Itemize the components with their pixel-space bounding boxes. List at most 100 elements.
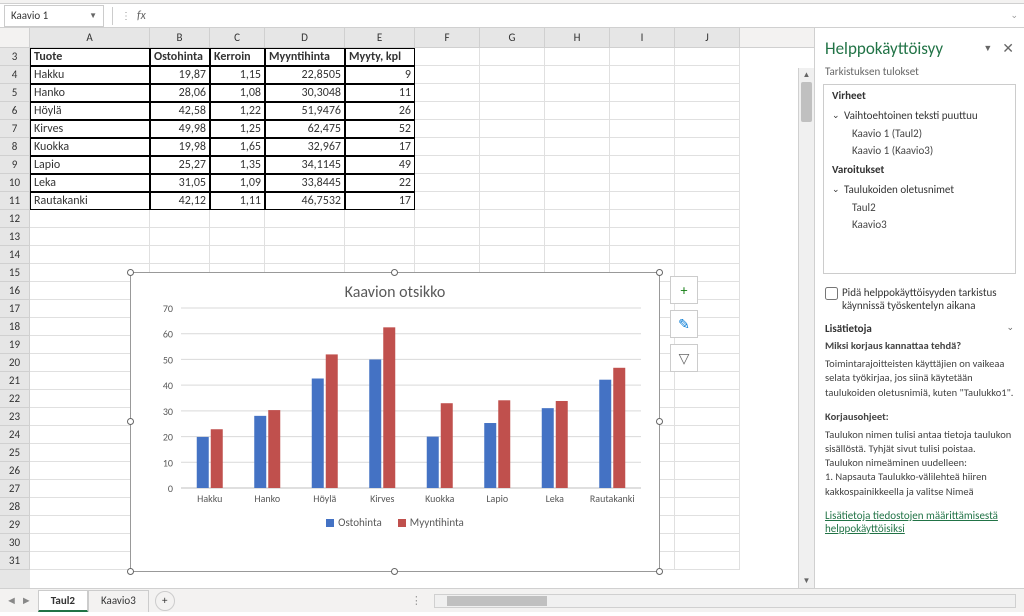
cell[interactable] [210,210,265,228]
tab-split[interactable]: ⋮ [411,594,422,607]
more-info-link[interactable]: Lisätietoja tiedostojen määrittämisestä … [815,501,1024,543]
chart-styles[interactable]: ✎ [670,310,698,338]
cell[interactable] [265,246,345,264]
cell[interactable] [345,210,415,228]
cell[interactable]: 1,65 [210,138,265,156]
cell[interactable] [610,84,675,102]
row-header[interactable]: 8 [0,138,30,156]
cell[interactable] [675,66,740,84]
cell[interactable] [675,246,740,264]
cell[interactable] [675,192,740,210]
cell[interactable]: 25,27 [150,156,210,174]
cell[interactable] [545,138,610,156]
cell[interactable] [415,174,480,192]
cell[interactable] [480,48,545,66]
row-header[interactable]: 27 [0,480,30,498]
row-header[interactable]: 17 [0,300,30,318]
row-header[interactable]: 11 [0,192,30,210]
resize-handle[interactable] [391,568,398,575]
cell[interactable] [415,102,480,120]
cell[interactable] [480,210,545,228]
cell[interactable]: 42,58 [150,102,210,120]
scroll-up-icon[interactable]: ▲ [799,68,814,82]
cell[interactable] [545,48,610,66]
result-item[interactable]: ⌄Vaihtoehtoinen teksti puuttuu [824,106,1015,125]
hscroll-thumb[interactable] [447,596,547,606]
cell[interactable]: 52 [345,120,415,138]
cell[interactable] [610,102,675,120]
cell[interactable]: 49,98 [150,120,210,138]
results-list[interactable]: Virheet⌄Vaihtoehtoinen teksti puuttuuKaa… [823,84,1016,274]
cell[interactable] [610,66,675,84]
row-header[interactable]: 23 [0,408,30,426]
vertical-scrollbar[interactable]: ▲ ▼ [798,68,814,588]
cell[interactable]: Tuote [30,48,150,66]
cell[interactable] [675,84,740,102]
cell[interactable] [545,192,610,210]
cell[interactable]: Lapio [30,156,150,174]
row-header[interactable]: 16 [0,282,30,300]
cell[interactable] [610,120,675,138]
row-header[interactable]: 3 [0,48,30,66]
cell[interactable]: 1,35 [210,156,265,174]
result-sub-item[interactable]: Kaavio 1 (Taul2) [824,125,1015,142]
chart-object[interactable]: Kaavion otsikko 010203040506070HakkuHank… [130,272,660,572]
cell[interactable]: 22,8505 [265,66,345,84]
cell[interactable] [480,84,545,102]
cell[interactable] [415,48,480,66]
cell[interactable] [545,156,610,174]
cell[interactable] [150,246,210,264]
cell[interactable] [610,138,675,156]
chart-plot-area[interactable]: 010203040506070HakkuHankoHöyläKirvesKuok… [181,308,639,508]
chart-add-element[interactable]: + [670,276,698,304]
cell[interactable] [675,444,740,462]
sheet-tab[interactable]: Taul2 [38,590,88,612]
cell[interactable] [30,228,150,246]
row-header[interactable]: 22 [0,390,30,408]
cell[interactable] [480,120,545,138]
cell[interactable] [415,138,480,156]
cell[interactable] [610,192,675,210]
cell[interactable] [675,498,740,516]
cell[interactable]: Hakku [30,66,150,84]
cell[interactable] [150,210,210,228]
resize-handle[interactable] [127,269,134,276]
cell[interactable]: 1,15 [210,66,265,84]
panel-menu-icon[interactable]: ▼ [983,43,992,54]
col-header[interactable]: E [345,28,415,47]
cell[interactable] [675,210,740,228]
cell[interactable] [210,228,265,246]
cell[interactable] [480,102,545,120]
cell[interactable] [415,120,480,138]
result-sub-item[interactable]: Kaavio 1 (Kaavio3) [824,142,1015,159]
keep-running-checkbox[interactable]: Pidä helppokäyttöisyyden tarkistus käynn… [815,282,1024,316]
cell[interactable] [30,210,150,228]
cell[interactable] [480,66,545,84]
cell[interactable] [545,84,610,102]
cell[interactable]: Rautakanki [30,192,150,210]
cell[interactable]: 46,7532 [265,192,345,210]
cell[interactable]: 30,3048 [265,84,345,102]
resize-handle[interactable] [656,568,663,575]
col-header[interactable]: J [675,28,740,47]
cell[interactable] [265,228,345,246]
cell[interactable] [415,210,480,228]
cell[interactable] [675,534,740,552]
horizontal-scrollbar[interactable] [434,594,1016,608]
cell[interactable]: Kerroin [210,48,265,66]
cell[interactable] [675,48,740,66]
row-header[interactable]: 25 [0,444,30,462]
tab-nav[interactable]: ◄► [0,594,38,607]
select-all-corner[interactable] [0,28,30,47]
row-header[interactable]: 5 [0,84,30,102]
cell[interactable] [415,66,480,84]
cell[interactable]: 1,08 [210,84,265,102]
cell[interactable]: Myyty, kpl [345,48,415,66]
cell[interactable]: Kuokka [30,138,150,156]
cell[interactable]: 32,967 [265,138,345,156]
cell[interactable]: 42,12 [150,192,210,210]
cell[interactable] [675,480,740,498]
cell[interactable] [545,210,610,228]
cell[interactable]: Myyntihinta [265,48,345,66]
col-header[interactable]: B [150,28,210,47]
